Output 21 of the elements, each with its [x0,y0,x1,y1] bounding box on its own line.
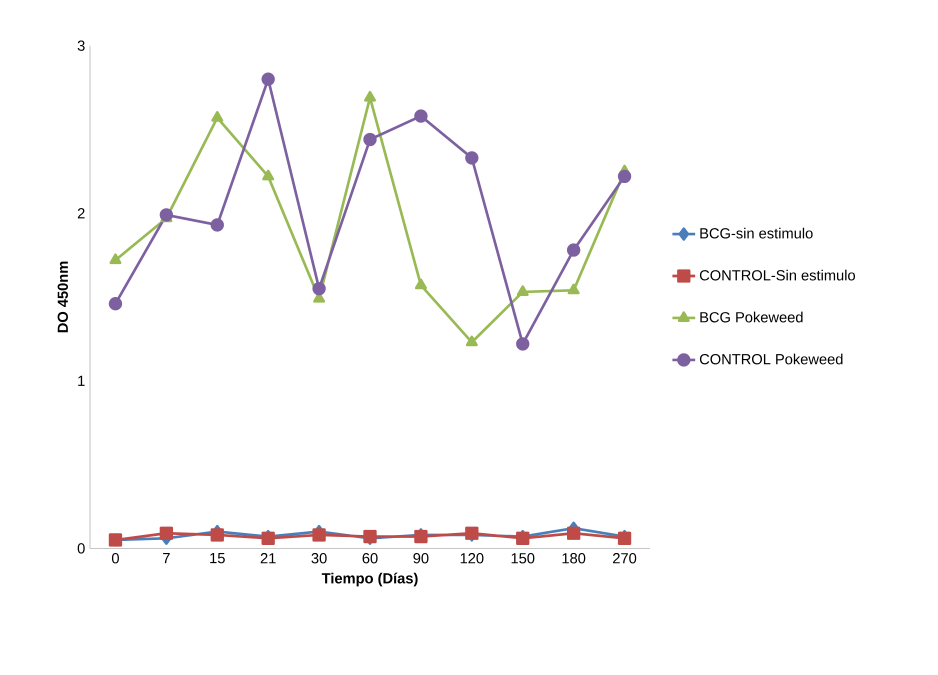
x-axis-title: Tiempo (Días) [322,572,418,586]
legend-label: BCG-sin estimulo [700,228,813,239]
legend-label: BCG Pokeweed [700,312,803,322]
x-tick-label: 21 [260,553,276,564]
x-tick-label: 0 [112,553,119,564]
y-tick-label: 2 [78,208,85,218]
x-tick-label: 90 [413,553,428,564]
legend-label: CONTROL-Sin estimulo [700,270,855,280]
y-tick-label: 3 [78,40,85,51]
x-tick-label: 180 [562,553,586,564]
x-tick-label: 120 [460,553,484,564]
x-tick-label: 15 [210,553,225,564]
y-axis-title: DO 450nm [58,262,68,332]
y-tick-label: 0 [78,543,85,554]
x-tick-label: 60 [362,553,378,564]
x-tick-label: 150 [512,553,534,564]
x-tick-label: 7 [163,553,170,564]
legend-label: CONTROL Pokeweed [700,354,842,364]
x-tick-label: 30 [312,553,327,564]
y-tick-label: 1 [78,376,85,386]
x-tick-label: 270 [613,553,636,564]
